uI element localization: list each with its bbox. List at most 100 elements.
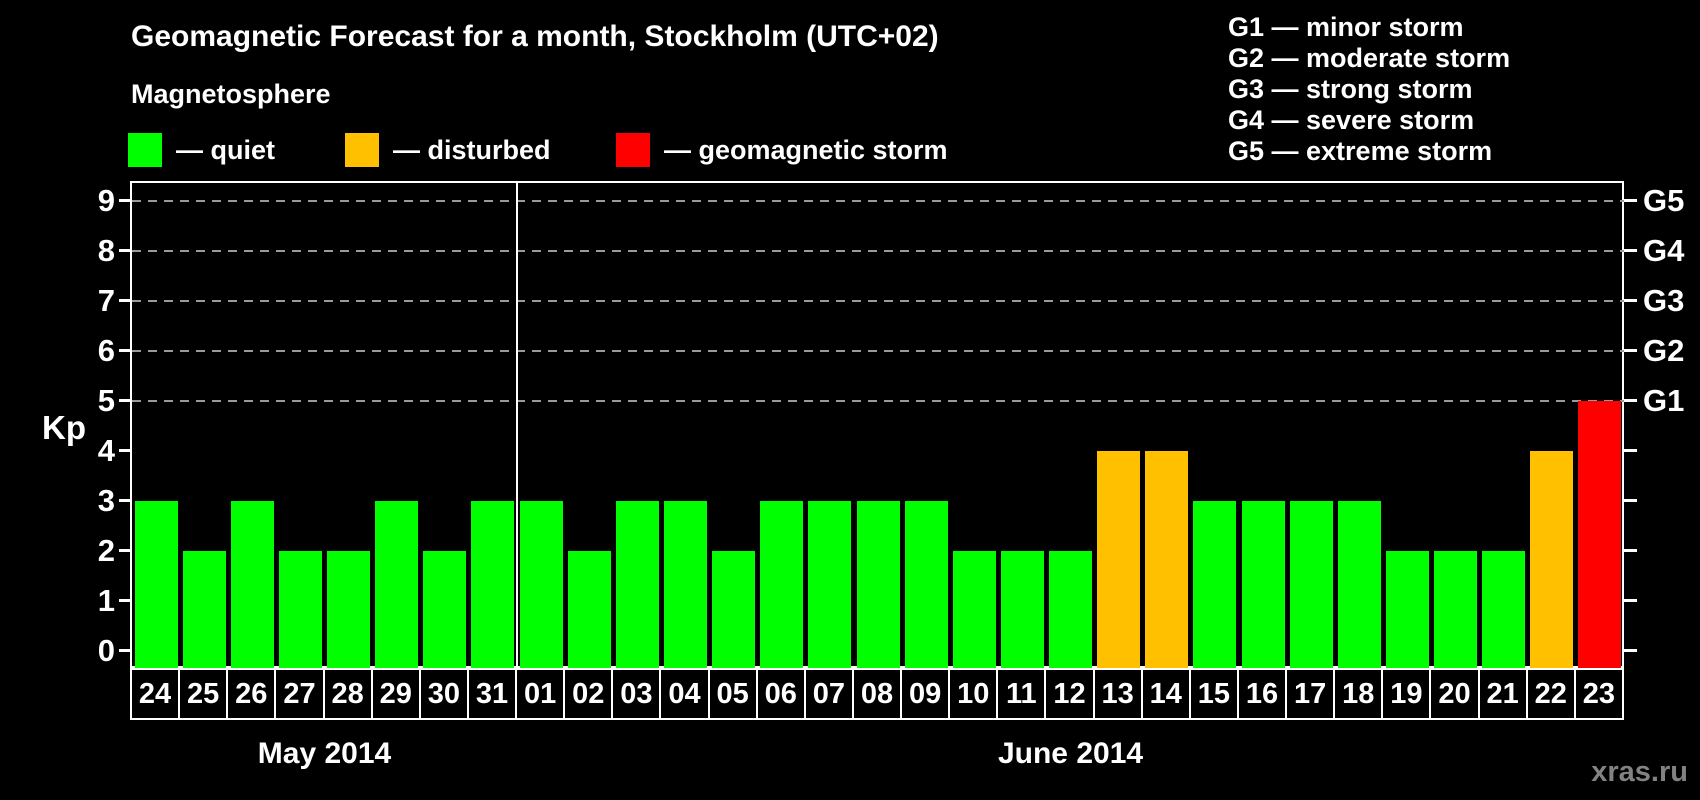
g2-legend-line: G2 — moderate storm [1228, 43, 1511, 73]
date-cell-may-24: 24 [132, 670, 179, 718]
date-cell-june-03: 03 [613, 670, 660, 718]
y-tick-label: 8 [97, 232, 115, 268]
kp-bar-june-17 [1289, 500, 1333, 668]
chart-title: Geomagnetic Forecast for a month, Stockh… [131, 20, 939, 53]
g3-legend-line: G3 — strong storm [1228, 74, 1473, 104]
date-cell-june-01: 01 [517, 670, 564, 718]
y-axis-tick [119, 198, 132, 202]
y-tick-label: 0 [97, 632, 115, 668]
y-tick-label: 9 [97, 182, 115, 218]
date-cell-may-30: 30 [420, 670, 467, 718]
g-axis-label-g4: G4 [1643, 232, 1685, 268]
kp-bar-june-21 [1482, 550, 1526, 668]
y-axis-tick [119, 248, 132, 252]
disturbed-legend-label: — disturbed [393, 134, 551, 165]
magnetosphere-label: Magnetosphere [131, 79, 331, 109]
g-axis-label-g2: G2 [1643, 332, 1685, 368]
quiet-legend-label: — quiet [176, 134, 275, 165]
watermark: xras.ru [1591, 756, 1688, 788]
date-cell-june-21: 21 [1479, 670, 1526, 718]
kp-bar-june-15 [1193, 500, 1237, 668]
date-cell-may-29: 29 [372, 670, 419, 718]
date-axis: 24 25 26 27 28 29 30 31 01 02 03 04 05 06 07 08 09 10 11 12… [130, 668, 1624, 720]
kp-bar-june-05 [712, 550, 756, 668]
right-axis-tick [1624, 648, 1637, 652]
kp-bar-june-20 [1434, 550, 1478, 668]
date-cell-june-15: 15 [1190, 670, 1237, 718]
kp-bar-june-18 [1337, 500, 1381, 668]
right-axis-tick [1624, 348, 1637, 352]
date-cell-june-18: 18 [1335, 670, 1382, 718]
storm-legend-label: — geomagnetic storm [664, 134, 948, 165]
kp-bar-may-24 [134, 500, 178, 668]
kp-bar-may-30 [423, 550, 467, 668]
kp-bar-june-02 [567, 550, 611, 668]
storm-color-swatch [616, 133, 650, 167]
kp-bar-june-06 [760, 500, 804, 668]
right-axis-tick [1624, 448, 1637, 452]
legend-item-disturbed: — disturbed [345, 133, 551, 167]
date-cell-june-05: 05 [709, 670, 756, 718]
date-cell-may-28: 28 [324, 670, 371, 718]
date-cell-may-26: 26 [228, 670, 275, 718]
right-axis-tick [1624, 298, 1637, 302]
y-tick-label: 4 [97, 432, 115, 468]
date-cell-june-06: 06 [757, 670, 804, 718]
right-axis-tick [1624, 598, 1637, 602]
date-cell-june-07: 07 [805, 670, 852, 718]
right-axis-tick [1624, 548, 1637, 552]
date-cell-may-27: 27 [276, 670, 323, 718]
kp-bar-june-10 [952, 550, 996, 668]
disturbed-color-swatch [345, 133, 379, 167]
date-cell-june-14: 14 [1142, 670, 1189, 718]
y-axis-tick [119, 498, 132, 502]
gridline-kp8 [132, 249, 1624, 252]
gridline-kp6 [132, 349, 1624, 352]
month-separator [516, 183, 519, 668]
date-cell-june-02: 02 [565, 670, 612, 718]
kp-bar-may-27 [278, 550, 322, 668]
g-axis-label-g3: G3 [1643, 282, 1685, 318]
date-cell-june-16: 16 [1238, 670, 1286, 718]
y-axis-tick [119, 348, 132, 352]
date-cell-june-12: 12 [1046, 670, 1093, 718]
kp-bar-june-19 [1385, 550, 1429, 668]
kp-bar-may-26 [230, 500, 274, 668]
y-axis-tick [119, 548, 132, 552]
kp-bar-june-03 [615, 500, 659, 668]
y-axis-tick [119, 298, 132, 302]
y-axis-tick [119, 448, 132, 452]
right-axis-tick [1624, 248, 1637, 252]
kp-bar-may-25 [182, 550, 226, 668]
date-cell-june-19: 19 [1383, 670, 1430, 718]
legend-item-quiet: — quiet [128, 133, 275, 167]
gridline-kp7 [132, 299, 1624, 302]
y-tick-label: 6 [97, 332, 115, 368]
kp-bar-june-11 [1000, 550, 1044, 668]
y-tick-label: 5 [97, 382, 115, 418]
right-axis-tick [1624, 398, 1637, 402]
y-axis-tick [119, 598, 132, 602]
kp-bar-june-01 [519, 500, 563, 668]
right-axis-tick [1624, 198, 1637, 202]
y-tick-label: 7 [97, 282, 115, 318]
y-axis-tick [119, 648, 132, 652]
y-axis-label: Kp [42, 409, 86, 446]
month-label-june: June 2014 [997, 737, 1144, 770]
kp-bar-june-12 [1049, 550, 1093, 668]
kp-bar-june-22 [1530, 450, 1574, 668]
date-cell-june-10: 10 [950, 670, 997, 718]
g5-legend-line: G5 — extreme storm [1228, 136, 1493, 166]
date-cell-june-11: 11 [998, 670, 1045, 718]
gridline-kp9 [132, 199, 1624, 202]
kp-bar-june-14 [1145, 450, 1189, 668]
date-cell-june-17: 17 [1287, 670, 1334, 718]
date-cell-june-23: 23 [1575, 670, 1622, 718]
kp-bar-june-23 [1578, 400, 1622, 668]
gridline-kp5 [132, 399, 1624, 402]
date-cell-june-08: 08 [853, 670, 901, 718]
kp-bar-may-29 [375, 500, 419, 668]
kp-bar-june-07 [808, 500, 852, 668]
